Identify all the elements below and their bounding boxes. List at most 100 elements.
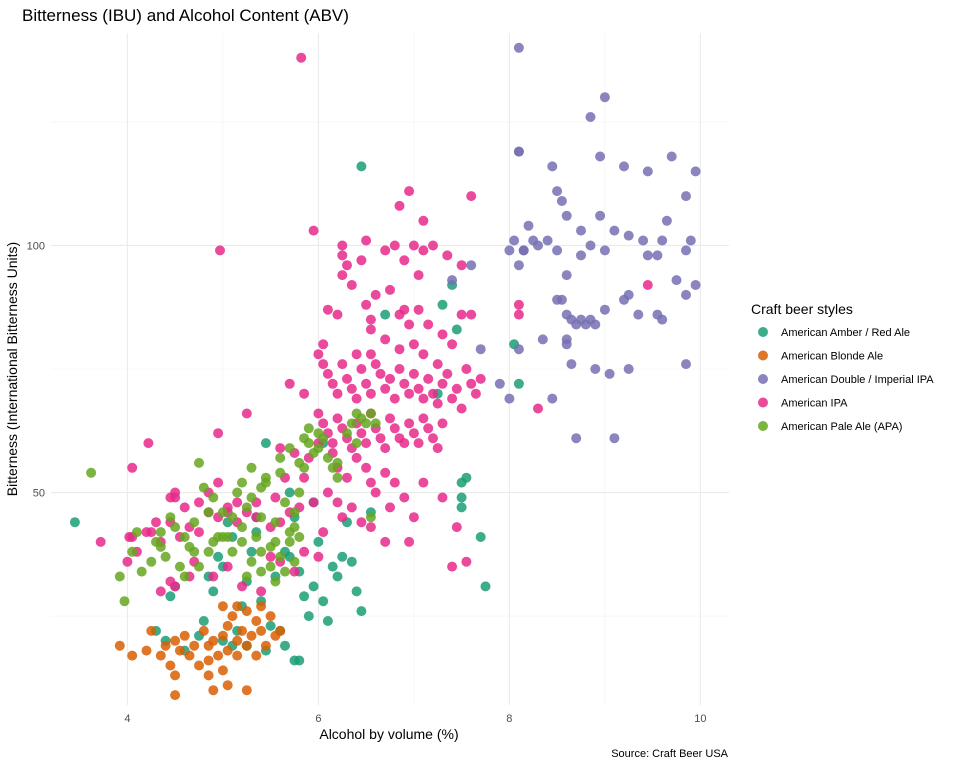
data-point	[351, 393, 362, 404]
data-point	[537, 334, 548, 345]
data-point	[184, 650, 195, 661]
data-point	[633, 309, 644, 320]
data-point	[547, 393, 558, 404]
y-tick-label: 50	[33, 488, 45, 500]
data-point	[165, 591, 176, 602]
data-point	[222, 561, 233, 572]
data-point	[451, 324, 462, 335]
data-point	[237, 522, 247, 533]
data-point	[246, 546, 257, 557]
data-point	[361, 418, 372, 429]
data-point	[322, 368, 333, 379]
data-point	[404, 418, 415, 429]
data-point	[327, 378, 338, 389]
data-point	[394, 200, 405, 211]
data-point	[404, 536, 415, 547]
x-tick-label: 10	[694, 713, 706, 725]
data-point	[241, 640, 252, 651]
data-point	[399, 438, 410, 449]
data-point	[389, 423, 400, 434]
data-point	[408, 428, 419, 439]
data-point	[447, 275, 458, 286]
data-point	[552, 186, 563, 197]
data-point	[361, 378, 372, 389]
x-axis-ticks: 4 6 8 10	[124, 713, 706, 725]
data-point	[222, 645, 233, 656]
data-point	[380, 536, 391, 547]
legend-key	[758, 397, 768, 408]
data-point	[313, 349, 324, 360]
data-point	[203, 655, 214, 666]
data-point	[590, 364, 601, 374]
data-point	[213, 428, 224, 439]
data-point	[170, 635, 181, 646]
data-point	[437, 492, 448, 503]
data-point	[127, 650, 138, 661]
data-point	[585, 240, 596, 251]
data-point	[256, 512, 267, 523]
data-point	[609, 433, 620, 444]
data-point	[337, 250, 348, 261]
data-point	[346, 502, 357, 513]
data-point	[513, 146, 524, 157]
data-point	[461, 364, 472, 374]
data-point	[361, 299, 372, 310]
data-point	[332, 457, 343, 468]
data-point	[294, 457, 305, 468]
data-point	[114, 640, 125, 651]
data-point	[260, 640, 271, 651]
data-point	[194, 561, 204, 572]
data-point	[504, 245, 515, 256]
data-point	[466, 378, 477, 389]
data-point	[174, 645, 185, 656]
data-point	[423, 423, 434, 434]
data-point	[556, 196, 567, 206]
data-point	[151, 517, 161, 528]
data-point	[556, 294, 567, 305]
data-point	[361, 462, 372, 473]
data-point	[666, 151, 677, 162]
data-point	[418, 477, 429, 488]
data-point	[513, 260, 524, 271]
data-point	[213, 477, 224, 488]
data-point	[385, 373, 395, 384]
data-point	[690, 280, 701, 290]
data-point	[275, 467, 286, 478]
data-point	[418, 393, 429, 404]
data-point	[432, 398, 443, 409]
data-point	[256, 546, 267, 557]
data-point	[179, 630, 190, 641]
series-2	[447, 42, 701, 444]
data-point	[428, 433, 438, 444]
data-point	[217, 601, 228, 612]
data-point	[308, 497, 319, 508]
data-point	[432, 443, 443, 454]
data-point	[619, 161, 629, 172]
data-point	[685, 235, 696, 246]
series-0	[69, 161, 524, 666]
data-point	[509, 235, 520, 246]
legend-label: American IPA	[781, 398, 848, 410]
data-point	[456, 403, 467, 414]
data-point	[399, 255, 410, 266]
data-point	[318, 596, 329, 607]
data-point	[69, 517, 80, 528]
data-point	[141, 527, 152, 538]
data-point	[280, 640, 290, 651]
data-point	[576, 225, 586, 236]
data-point	[442, 368, 453, 379]
data-point	[232, 601, 243, 612]
data-point	[408, 512, 419, 523]
data-point	[251, 616, 262, 626]
data-point	[513, 299, 524, 310]
data-point	[155, 527, 166, 538]
data-point	[533, 403, 543, 414]
data-point	[217, 507, 228, 518]
data-point	[313, 443, 324, 454]
data-point	[351, 586, 362, 597]
data-point	[399, 304, 410, 315]
data-point	[165, 660, 176, 671]
data-point	[447, 339, 458, 350]
data-point	[351, 438, 362, 449]
data-point	[265, 561, 276, 572]
